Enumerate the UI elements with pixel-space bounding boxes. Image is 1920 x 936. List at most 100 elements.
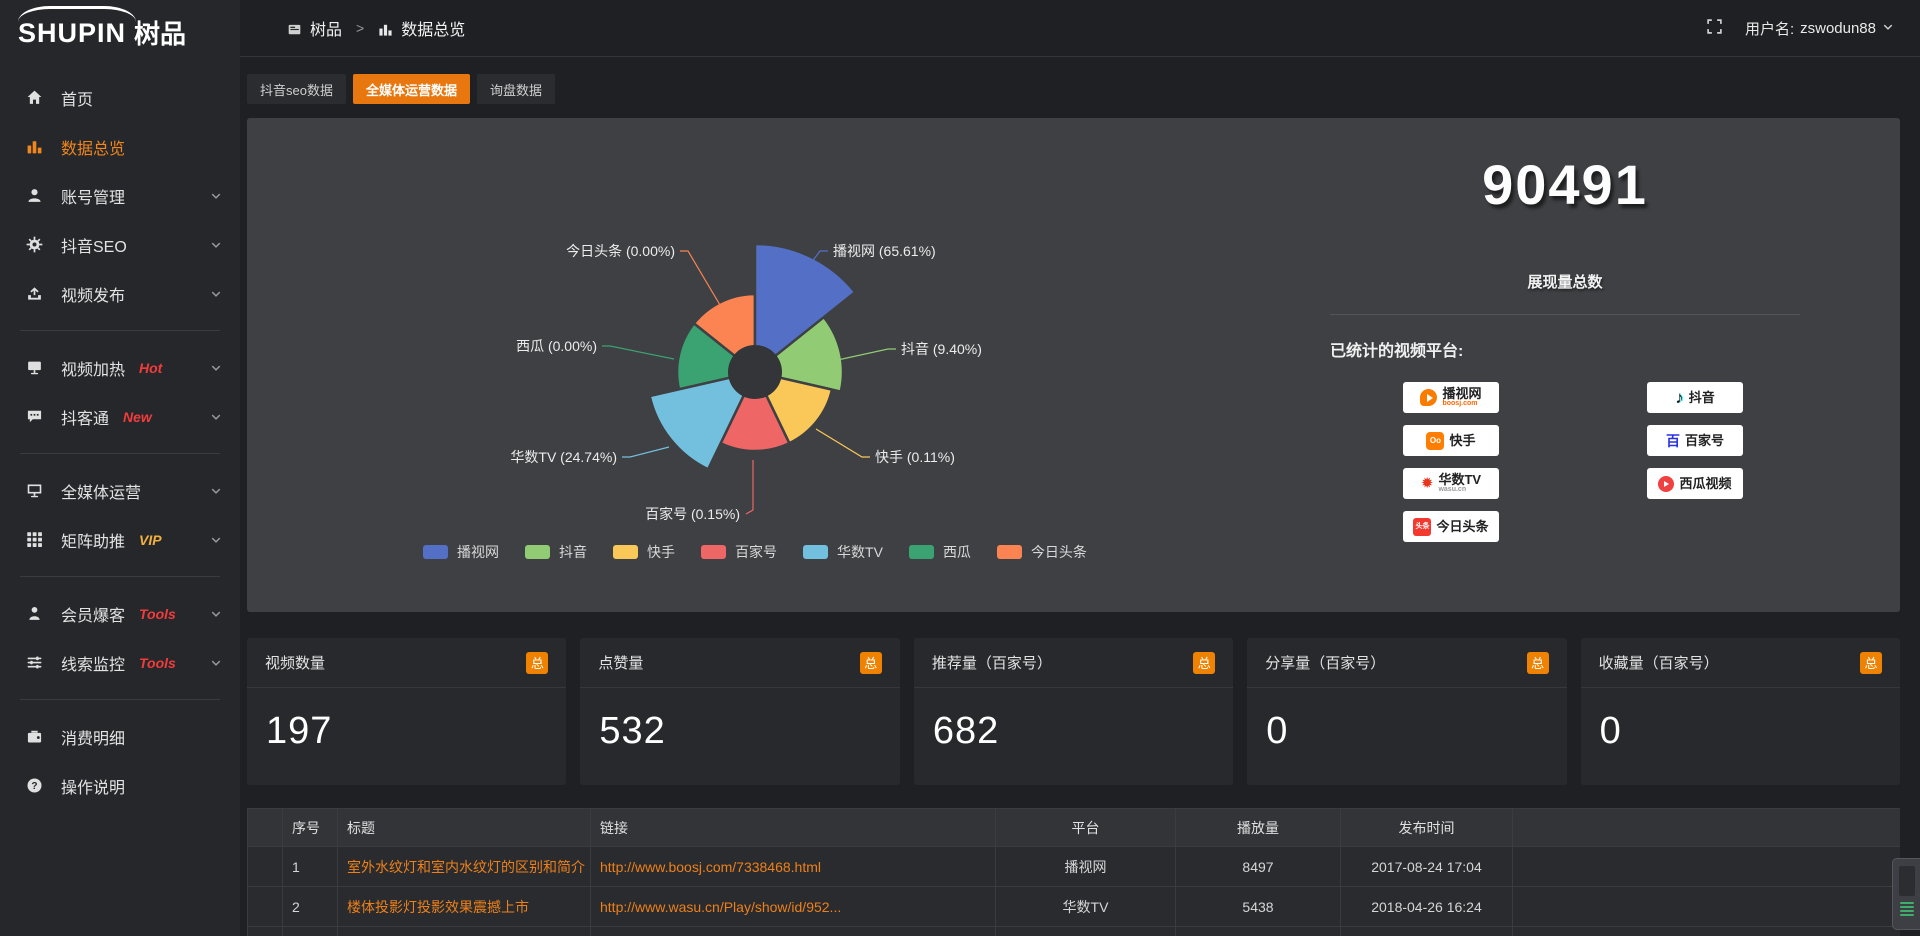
chevron-down-icon <box>210 533 222 551</box>
legend-swatch <box>423 545 449 559</box>
home-icon <box>26 89 43 106</box>
sidebar-item-抖客通[interactable]: 抖客通 New <box>0 392 240 441</box>
sidebar-item-会员爆客[interactable]: 会员爆客 Tools <box>0 589 240 638</box>
user-menu[interactable]: 用户名: zswodun88 <box>1745 18 1894 39</box>
pie-label-今日头条: 今日头条 (0.00%) <box>566 243 675 259</box>
sidebar-item-视频加热[interactable]: 视频加热 Hot <box>0 343 240 392</box>
col-platform: 平台 <box>995 808 1176 847</box>
cell-extra <box>1512 846 1900 887</box>
col-title: 标题 <box>337 808 591 847</box>
legend-swatch <box>701 545 727 559</box>
legend-item-抖音[interactable]: 抖音 <box>525 542 587 562</box>
person-icon <box>26 605 43 622</box>
stat-card-value: 532 <box>599 710 666 752</box>
app-logo[interactable]: SHUPIN 树品 <box>0 0 240 57</box>
row-checkbox-cell <box>247 886 283 927</box>
sidebar-item-label: 抖音SEO <box>61 238 127 256</box>
fullscreen-icon[interactable] <box>1706 18 1723 40</box>
logo-text-en: SHUPIN <box>18 18 127 48</box>
pie-slice-播视网[interactable] <box>753 242 857 374</box>
total-badge: 总 <box>1860 651 1883 674</box>
cell-link[interactable]: http://www.boosj.com/7338468.html <box>590 846 996 887</box>
video-table: 序号 标题 链接 平台 播放量 发布时间 1 室外水纹灯和室内水纹灯的区别和简介 http://… <box>247 808 1900 936</box>
sidebar-item-矩阵助推[interactable]: 矩阵助推 VIP <box>0 515 240 564</box>
platform-badges-left: 播视网 boosj.com Oo 快手 ✹ 华数TV wasu.cn 头条 今日头条 <box>1403 382 1499 542</box>
sidebar-item-抖音SEO[interactable]: 抖音SEO <box>0 220 240 269</box>
breadcrumb-item[interactable]: 数据总览 <box>401 22 466 39</box>
table-row-partial <box>247 926 1900 936</box>
sidebar-divider <box>20 453 220 454</box>
sidebar-item-label: 首页 <box>61 91 94 109</box>
topbar: 树品 > 数据总览 用户名: zswodun88 <box>240 0 1920 57</box>
sidebar-item-tag: Tools <box>139 605 176 622</box>
sidebar-divider <box>20 699 220 700</box>
stat-card-value: 197 <box>266 710 333 752</box>
sidebar-item-label: 消费明细 <box>61 730 126 748</box>
legend-item-华数TV[interactable]: 华数TV <box>803 542 883 562</box>
pie-label-西瓜: 西瓜 (0.00%) <box>516 338 597 354</box>
cell-title[interactable]: 楼体投影灯投影效果震撼上市 <box>337 886 591 927</box>
pie-slice-华数TV[interactable] <box>648 370 757 471</box>
chevron-down-icon <box>210 361 222 379</box>
total-badge: 总 <box>859 651 882 674</box>
tab-全媒体运营数据[interactable]: 全媒体运营数据 <box>352 74 470 104</box>
sidebar-item-数据总览[interactable]: 数据总览 <box>0 122 240 171</box>
sidebar-item-消费明细[interactable]: 消费明细 <box>0 712 240 761</box>
sidebar-divider <box>20 330 220 331</box>
sidebar-item-操作说明[interactable]: ? 操作说明 <box>0 761 240 810</box>
breadcrumb[interactable]: 树品 > 数据总览 <box>287 16 465 40</box>
total-impressions-value: 90491 <box>1482 153 1648 216</box>
username-value: zswodun88 <box>1800 20 1876 37</box>
grid-icon <box>26 531 43 548</box>
sidebar-item-视频发布[interactable]: 视频发布 <box>0 269 240 318</box>
cell-link[interactable]: http://www.wasu.cn/Play/show/id/952... <box>590 886 996 927</box>
total-impressions-label: 展现量总数 <box>1527 274 1603 291</box>
boosj-logo-icon <box>1420 389 1438 406</box>
stat-card-label: 点赞量 <box>598 655 644 672</box>
sidebar-nav: 首页数据总览账号管理抖音SEO 视频发布视频加热 Hot 抖客通 New 全媒体运营 矩阵助… <box>0 57 240 810</box>
cell-extra <box>1512 886 1900 927</box>
cell-title[interactable]: 室外水纹灯和室内水纹灯的区别和简介 <box>337 846 591 887</box>
legend-item-今日头条[interactable]: 今日头条 <box>996 542 1087 562</box>
floating-helper-widget[interactable] <box>1892 858 1920 930</box>
stat-card-label: 推荐量（百家号） <box>931 655 1052 672</box>
legend-item-西瓜[interactable]: 西瓜 <box>908 542 971 562</box>
label-line-快手 <box>815 428 870 458</box>
cell-time: 2018-04-26 16:24 <box>1340 886 1513 927</box>
widget-screen <box>1898 866 1915 896</box>
col-extra <box>1512 808 1900 847</box>
legend-item-百家号[interactable]: 百家号 <box>701 542 777 562</box>
legend-label: 抖音 <box>559 544 588 560</box>
platform-badge-快手: Oo 快手 <box>1403 425 1499 456</box>
breadcrumb-item[interactable]: 树品 <box>310 22 343 39</box>
label-line-抖音 <box>832 348 896 362</box>
tab-询盘数据[interactable]: 询盘数据 <box>476 74 555 104</box>
stat-card-value: 0 <box>1266 710 1289 752</box>
wallet-icon <box>26 728 43 745</box>
sidebar-item-账号管理[interactable]: 账号管理 <box>0 171 240 220</box>
cell-platform: 华数TV <box>995 886 1176 927</box>
chart-icon <box>26 138 43 155</box>
header-checkbox-cell <box>247 808 283 847</box>
pie-slice-百家号[interactable] <box>719 370 791 453</box>
summary-divider <box>1330 314 1800 315</box>
platform-badge-华数TV: ✹ 华数TV wasu.cn <box>1403 468 1499 499</box>
tab-抖音seo数据[interactable]: 抖音seo数据 <box>247 74 346 104</box>
label-line-西瓜 <box>602 345 675 360</box>
sidebar-item-label: 数据总览 <box>61 140 126 158</box>
legend-label: 百家号 <box>735 544 778 560</box>
sidebar-item-线索监控[interactable]: 线索监控 Tools <box>0 638 240 687</box>
sidebar-item-首页[interactable]: 首页 <box>0 73 240 122</box>
sidebar-item-tag: VIP <box>139 531 162 548</box>
legend-item-快手[interactable]: 快手 <box>613 542 675 562</box>
stat-card-点赞量: 点赞量 总 532 <box>580 638 900 785</box>
svg-text:?: ? <box>31 781 37 792</box>
chevron-down-icon <box>210 410 222 428</box>
sidebar-item-label: 视频发布 <box>61 287 126 305</box>
video-table-wrap: 序号 标题 链接 平台 播放量 发布时间 1 室外水纹灯和室内水纹灯的区别和简介 http://… <box>247 808 1900 936</box>
sidebar-item-label: 操作说明 <box>61 779 126 797</box>
legend-item-播视网[interactable]: 播视网 <box>423 542 499 562</box>
sidebar-item-全媒体运营[interactable]: 全媒体运营 <box>0 466 240 515</box>
douyin-logo-icon: ♪ <box>1675 388 1684 407</box>
sidebar-item-label: 视频加热 <box>61 361 126 379</box>
